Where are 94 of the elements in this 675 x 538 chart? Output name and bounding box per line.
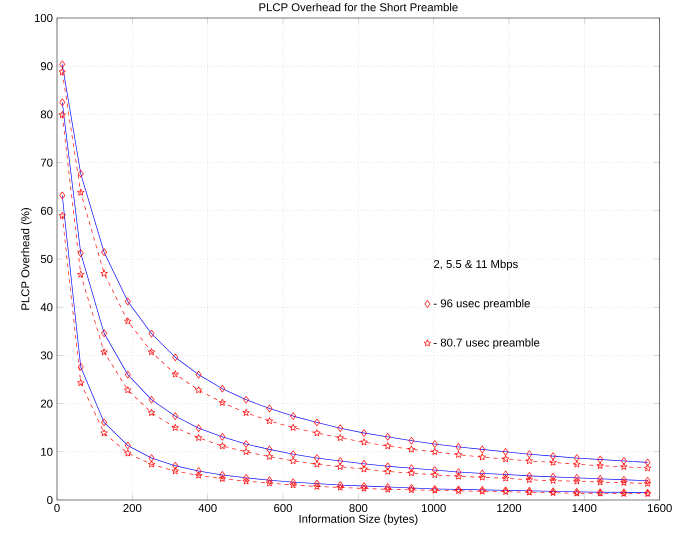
point <box>502 455 510 462</box>
point <box>148 348 156 356</box>
y-tick-label: 50 <box>40 254 53 263</box>
point <box>77 270 84 278</box>
point <box>596 462 604 469</box>
point <box>336 434 344 441</box>
point <box>194 434 202 441</box>
x-tick-label: 800 <box>349 504 368 512</box>
point <box>242 408 250 416</box>
point <box>478 453 486 460</box>
point <box>573 477 580 484</box>
point <box>194 386 202 394</box>
x-tick-label: 1200 <box>497 504 522 512</box>
point <box>549 458 557 466</box>
legend-label: - 80.7 usec preamble <box>434 338 540 349</box>
point <box>77 188 84 196</box>
y-tick-label: 40 <box>40 303 53 312</box>
point <box>266 417 274 424</box>
point <box>313 460 321 468</box>
point <box>100 270 108 277</box>
point <box>172 370 179 378</box>
point <box>172 467 179 474</box>
y-tick-label: 10 <box>41 448 53 456</box>
point <box>124 449 132 456</box>
point <box>644 464 652 472</box>
y-tick-label: 20 <box>40 400 53 408</box>
point <box>194 472 202 479</box>
x-tick-label: 0 <box>54 504 60 512</box>
point <box>58 68 66 76</box>
y-axis-title: PLCP Overhead (%) <box>21 208 32 310</box>
point <box>290 424 297 431</box>
point <box>408 486 416 494</box>
point <box>100 429 108 436</box>
point <box>58 111 66 118</box>
x-tick-label: 400 <box>198 504 217 512</box>
point <box>526 457 533 464</box>
x-axis-title: Information Size (bytes) <box>300 514 418 526</box>
point <box>218 442 226 450</box>
point <box>124 317 132 324</box>
point <box>242 477 250 484</box>
legend-title: 2, 5.5 & 11 Mbps <box>434 260 518 270</box>
point <box>596 478 604 486</box>
point <box>431 471 438 478</box>
point <box>360 438 368 446</box>
y-tick-label: 60 <box>40 206 53 215</box>
point <box>336 484 344 491</box>
point <box>384 486 392 493</box>
point <box>454 472 462 480</box>
point <box>218 398 226 406</box>
point <box>408 469 416 476</box>
y-tick-label: 70 <box>40 158 53 167</box>
point <box>478 474 486 480</box>
point <box>242 448 250 455</box>
point <box>313 429 321 436</box>
point <box>384 468 392 475</box>
point <box>549 476 557 484</box>
point <box>360 484 368 492</box>
point <box>148 408 156 416</box>
point <box>266 452 274 460</box>
point <box>644 480 652 487</box>
point <box>408 446 416 453</box>
x-tick-label: 600 <box>274 504 292 512</box>
x-tick-label: 1000 <box>422 504 446 512</box>
point <box>77 379 84 386</box>
point <box>431 448 438 455</box>
x-tick-label: 200 <box>123 504 142 512</box>
chart-title: PLCP Overhead for the Short Preamble <box>259 2 458 12</box>
point <box>100 348 108 356</box>
point <box>526 476 533 483</box>
point <box>290 481 297 488</box>
legend-label: - 96 usec preamble <box>434 299 530 310</box>
point <box>172 424 179 431</box>
point <box>336 462 344 470</box>
point <box>454 450 462 458</box>
point <box>290 457 297 464</box>
point <box>313 482 321 490</box>
point <box>266 479 274 486</box>
point <box>58 212 66 219</box>
point <box>620 478 628 486</box>
x-tick-label: 1400 <box>572 504 596 512</box>
point <box>502 474 510 482</box>
y-tick-label: 0 <box>47 496 53 504</box>
y-tick-label: 80 <box>40 110 53 118</box>
point <box>384 442 392 450</box>
point <box>124 386 132 394</box>
point <box>148 460 156 468</box>
point <box>218 474 226 482</box>
y-tick-label: 100 <box>34 14 53 22</box>
point <box>573 460 580 468</box>
x-tick-label: 1600 <box>648 504 672 512</box>
y-tick-label: 30 <box>40 351 53 360</box>
point <box>360 465 368 472</box>
y-tick-label: 90 <box>40 62 53 70</box>
point <box>620 462 628 470</box>
